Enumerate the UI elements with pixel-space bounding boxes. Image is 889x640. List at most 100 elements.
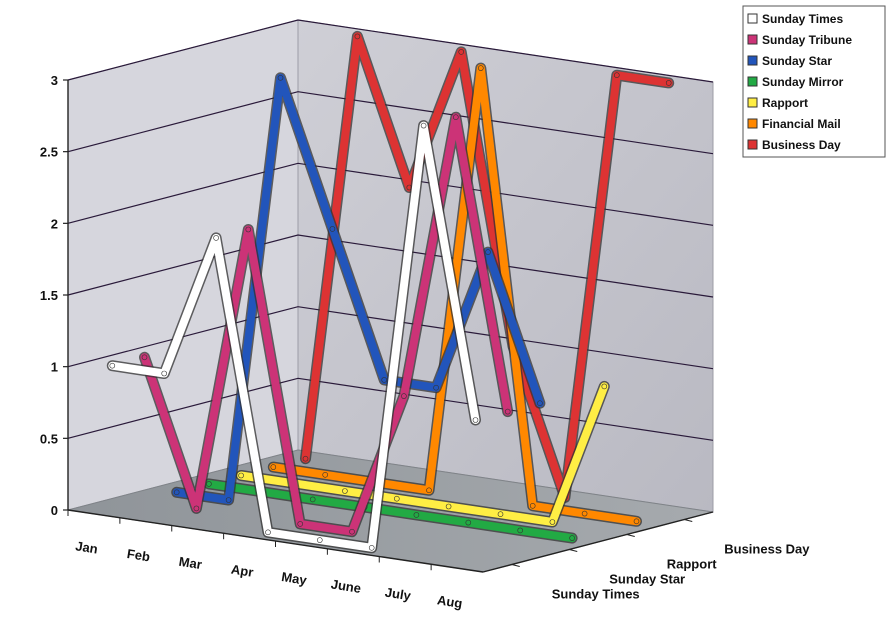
- data-point: [665, 80, 672, 86]
- data-point: [485, 249, 491, 255]
- gridline: [67, 234, 714, 298]
- x-tick-label-july: July: [384, 584, 413, 603]
- x-tick-label-may: May: [280, 569, 308, 588]
- legend-label: Sunday Times: [762, 12, 843, 26]
- series-layer: [106, 30, 675, 554]
- legend-swatch: [747, 97, 758, 108]
- depth-label-business-day: Business Day: [724, 542, 810, 557]
- legend-item-financial-mail: Financial Mail: [747, 117, 841, 131]
- legend-label: Sunday Star: [762, 54, 832, 68]
- series-sunday-times: [106, 120, 481, 554]
- legend-swatch: [747, 76, 758, 87]
- depth-tick: [511, 564, 520, 567]
- gridline: [67, 306, 714, 370]
- data-point: [633, 518, 640, 525]
- legend-item-rapport: Rapport: [747, 96, 808, 110]
- depth-axis: [482, 511, 714, 573]
- legend-item-sunday-mirror: Sunday Mirror: [747, 75, 844, 89]
- data-point: [316, 537, 323, 543]
- data-point: [401, 393, 407, 399]
- legend-label: Sunday Tribune: [762, 33, 852, 47]
- legend-label: Sunday Mirror: [762, 75, 844, 89]
- depth-tick: [684, 519, 693, 522]
- y-tick-label: 2: [51, 216, 58, 231]
- data-point: [368, 544, 375, 551]
- data-point: [270, 464, 277, 470]
- y-tick-label: 1.5: [40, 288, 58, 303]
- data-point: [193, 505, 200, 512]
- data-point: [322, 471, 329, 478]
- data-point: [354, 33, 361, 40]
- data-point: [302, 455, 309, 462]
- data-point: [445, 503, 452, 510]
- data-point: [613, 72, 620, 78]
- y-tick-label: 0: [51, 503, 58, 518]
- data-point: [213, 235, 219, 241]
- series-line: [237, 382, 609, 526]
- data-point: [238, 472, 244, 479]
- data-point: [413, 512, 420, 518]
- depth-label-sunday-star: Sunday Star: [609, 572, 685, 587]
- data-point: [245, 226, 252, 233]
- gridline: [67, 19, 714, 83]
- data-point: [329, 226, 336, 232]
- x-tick-label-aug: Aug: [436, 592, 463, 611]
- gridlines: [67, 19, 714, 441]
- data-point: [393, 495, 400, 502]
- y-tick-label: 0.5: [40, 431, 58, 446]
- series-business-day: [300, 30, 675, 503]
- depth-label-rapport: Rapport: [667, 557, 718, 572]
- x-tick-label-june: June: [330, 576, 362, 596]
- legend-item-sunday-star: Sunday Star: [747, 54, 832, 68]
- series-line: [301, 32, 673, 502]
- data-point: [497, 511, 504, 518]
- legend: Sunday Times Sunday Tribune Sunday Star Sun…: [742, 5, 886, 158]
- data-point: [342, 488, 348, 494]
- legend-swatch: [747, 139, 758, 150]
- y-tick-label: 1: [51, 360, 58, 375]
- legend-item-business-day: Business Day: [747, 138, 841, 152]
- y-tick-label: 2.5: [40, 145, 58, 160]
- depth-label-sunday-times: Sunday Times: [552, 587, 640, 602]
- gridline: [67, 162, 714, 226]
- data-point: [109, 362, 116, 369]
- data-point: [420, 122, 427, 129]
- data-point: [465, 519, 472, 526]
- data-point: [581, 510, 588, 517]
- axes: [63, 79, 714, 573]
- data-point: [458, 49, 465, 55]
- x-tick-label-mar: Mar: [178, 554, 203, 572]
- series-sunday-tribune: [139, 111, 514, 538]
- legend-box: [742, 5, 886, 158]
- data-point: [349, 528, 355, 535]
- data-point: [549, 519, 556, 525]
- data-point: [504, 408, 511, 415]
- data-point: [309, 496, 316, 503]
- legend-swatch: [747, 13, 758, 24]
- x-axis: [67, 509, 484, 573]
- data-point: [433, 384, 439, 391]
- legend-item-sunday-tribune: Sunday Tribune: [747, 33, 852, 47]
- data-point: [517, 527, 524, 534]
- legend-item-sunday-times: Sunday Times: [747, 12, 843, 26]
- legend-label: Business Day: [762, 138, 841, 152]
- legend-swatch: [747, 34, 758, 45]
- legend-swatch: [747, 55, 758, 66]
- gridline: [67, 91, 714, 155]
- data-point: [277, 75, 284, 81]
- data-point: [141, 354, 148, 361]
- data-point: [529, 502, 536, 509]
- legend-label: Rapport: [762, 96, 808, 110]
- data-point: [426, 487, 432, 494]
- depth-tick: [626, 534, 635, 537]
- series-line: [204, 479, 577, 543]
- data-point: [225, 497, 232, 503]
- data-point: [472, 417, 479, 423]
- labels-layer: 0 0.5 1 1.5 2 2.5 3 Jan Feb Mar Apr May June July Aug S…: [40, 73, 810, 611]
- legend-label: Financial Mail: [762, 117, 841, 131]
- data-point: [452, 114, 459, 120]
- legend-swatch: [747, 118, 758, 129]
- data-point: [206, 481, 212, 487]
